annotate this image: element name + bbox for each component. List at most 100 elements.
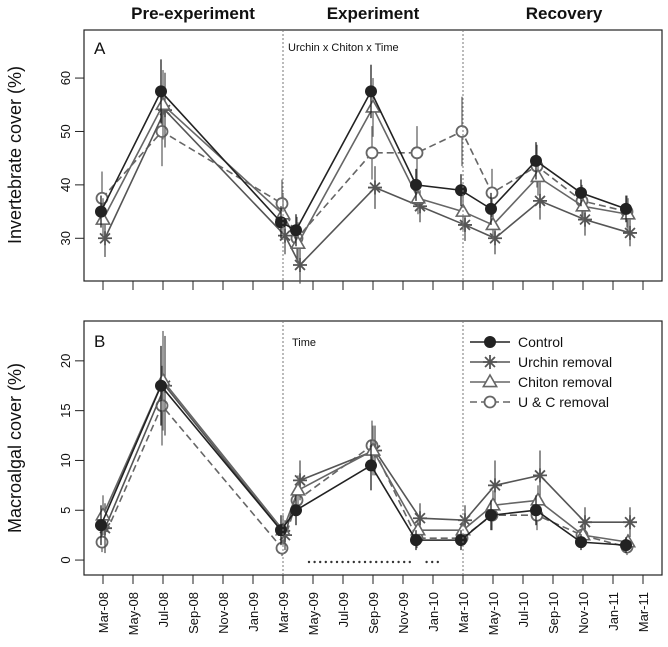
data-point: [574, 197, 592, 212]
data-point: [623, 225, 637, 240]
data-point: [275, 216, 287, 229]
data-point: [409, 189, 427, 204]
panel-a-annotation: Urchin x Chiton x Time: [288, 42, 399, 54]
series-line: [101, 404, 628, 550]
data-point: [293, 473, 307, 488]
significance-dot: [319, 560, 322, 564]
data-point: [575, 186, 587, 199]
data-point: [485, 202, 497, 215]
data-point: [410, 534, 422, 547]
panel-b-y-tick-label: 5: [58, 507, 73, 514]
data-point: [529, 491, 547, 506]
panel-a-label: A: [94, 39, 106, 58]
x-tick-label: Jul-09: [336, 592, 351, 627]
data-point: [94, 210, 112, 225]
x-tick-label: May-10: [486, 592, 501, 635]
data-point: [455, 125, 469, 138]
x-tick-label: Nov-09: [396, 592, 411, 634]
x-tick-label: Mar-08: [96, 592, 111, 633]
data-point: [458, 217, 472, 232]
significance-dot: [380, 560, 383, 564]
data-point: [154, 96, 172, 111]
x-tick-label: Mar-11: [636, 592, 651, 632]
data-point: [98, 231, 112, 246]
significance-dot: [347, 560, 350, 564]
data-point: [365, 85, 377, 98]
significance-dot: [330, 560, 333, 564]
panel-b-y-tick-label: 10: [58, 453, 73, 467]
significance-dot: [335, 560, 339, 564]
legend-entry: Chiton removal: [518, 374, 612, 390]
series-line: [100, 89, 627, 232]
significance-dot: [313, 560, 316, 564]
legend-marker: [483, 395, 497, 409]
series-line: [102, 103, 629, 246]
x-tick-label: Mar-09: [276, 592, 291, 633]
x-tick-label: Mar-10: [456, 592, 471, 633]
data-point: [95, 205, 107, 218]
x-axis: Mar-08 May-08 Jul-08 Sep-08 Nov-08 Jan-09 Mar-…: [96, 281, 651, 635]
data-point: [485, 509, 497, 522]
panel-b: B Time Macroalgal cover (%) 0 5 10 15 20: [5, 320, 663, 576]
data-point: [290, 504, 302, 517]
data-point: [95, 519, 107, 532]
x-tick-label: Jul-10: [516, 592, 531, 627]
legend: Control Urchin removal Chiton removal U & C…: [470, 334, 612, 410]
panel-b-y-tick-label: 0: [58, 556, 73, 563]
data-point: [575, 536, 587, 549]
x-tick-label: May-09: [306, 592, 321, 635]
data-point: [455, 534, 467, 547]
significance-dot: [307, 560, 311, 564]
data-point: [410, 146, 424, 160]
panel-a: A Urchin x Chiton x Time Invertebrate co…: [5, 29, 663, 284]
panel-a-y-tick-label: 40: [58, 178, 73, 192]
panel-a-ylabel: Invertebrate cover (%): [5, 66, 25, 244]
x-tick-label: Nov-10: [576, 592, 591, 634]
x-tick-label: Jan-09: [246, 592, 261, 632]
x-tick-label: Jan-10: [426, 592, 441, 632]
significance-dots: [307, 560, 439, 564]
significance-dot: [391, 560, 395, 564]
data-point: [275, 541, 289, 555]
x-tick-label: Sep-08: [186, 592, 201, 634]
significance-dot: [431, 560, 434, 564]
panel-a-series-urchin: [98, 72, 637, 284]
data-point: [364, 98, 382, 113]
legend-marker: [483, 355, 497, 369]
panel-b-ylabel: Macroalgal cover (%): [5, 363, 25, 533]
legend-entry: Control: [518, 334, 563, 350]
significance-dot: [375, 560, 378, 564]
significance-dot: [408, 560, 411, 564]
panel-b-label: B: [94, 332, 105, 351]
panel-b-annotation: Time: [292, 337, 316, 349]
phase-labels: Pre-experiment Experiment Recovery: [131, 4, 603, 23]
phase-label-pre: Pre-experiment: [131, 4, 255, 23]
significance-dot: [386, 560, 389, 564]
data-point: [620, 202, 632, 215]
data-point: [275, 524, 287, 537]
significance-dot: [363, 560, 367, 564]
data-point: [364, 441, 382, 456]
panel-a-series-uc: [95, 96, 634, 260]
data-point: [533, 468, 547, 483]
data-point: [365, 146, 379, 160]
data-point: [620, 539, 632, 552]
legend-entry: Urchin removal: [518, 354, 612, 370]
panel-a-y-tick-label: 50: [58, 124, 73, 138]
data-point: [278, 228, 292, 243]
data-point: [533, 193, 547, 208]
data-point: [365, 459, 377, 472]
x-tick-label: Jan-11: [606, 592, 621, 631]
data-point: [530, 154, 542, 167]
data-point: [413, 511, 427, 526]
series-line: [104, 108, 631, 267]
data-point: [413, 199, 427, 214]
x-tick-label: Jul-08: [156, 592, 171, 627]
significance-dot: [397, 560, 400, 564]
data-point: [454, 521, 472, 536]
data-point: [289, 235, 307, 249]
data-point: [293, 257, 307, 272]
legend-entry: U & C removal: [518, 394, 609, 410]
significance-dot: [425, 560, 428, 564]
data-point: [578, 515, 592, 530]
